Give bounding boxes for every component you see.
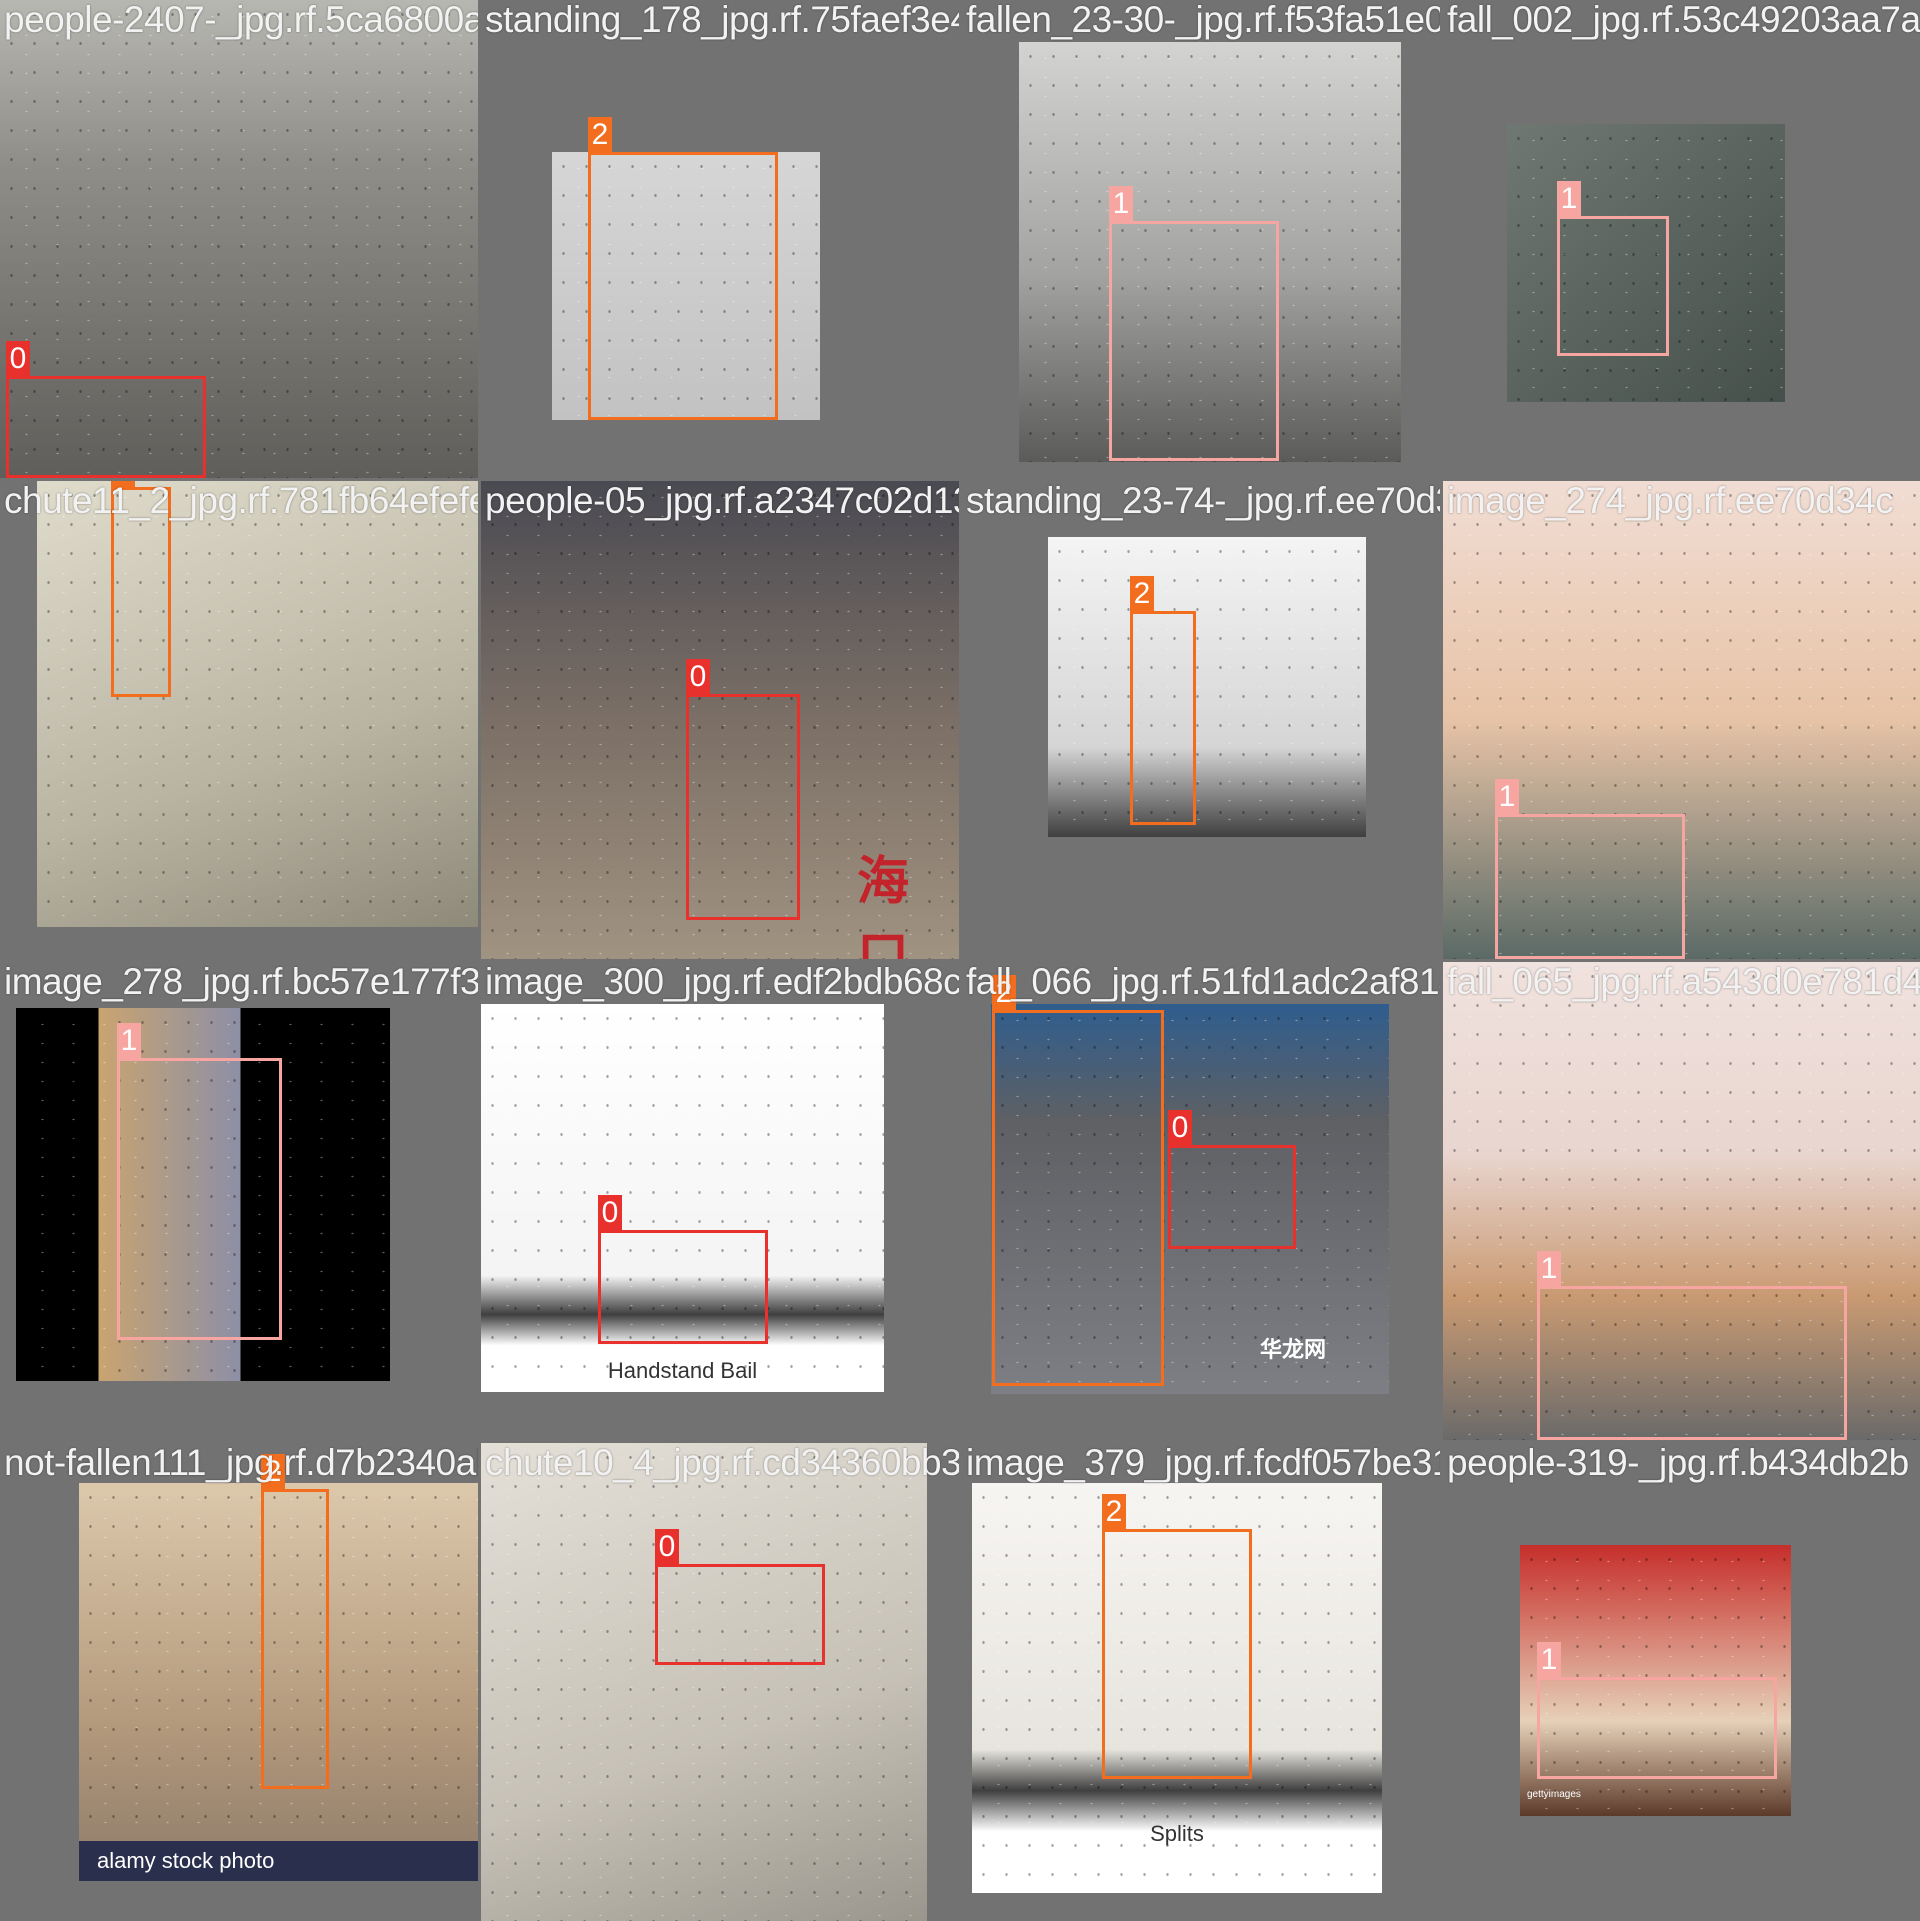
- detection-box: 0: [1168, 1110, 1296, 1249]
- tile-photo: [1048, 537, 1366, 837]
- detection-box: 1: [1495, 779, 1685, 959]
- tile-photo: [1520, 1545, 1791, 1816]
- tile-photo: [1443, 962, 1920, 1440]
- tile-11: 2 0 华龙网 fall_066_jpg.rf.51fd1adc2af81469…: [962, 962, 1440, 1440]
- tile-caption: chute10_4_jpg.rf.cd34360bb379fcdf057be3a: [485, 1443, 959, 1483]
- image-label: Splits: [1150, 1821, 1204, 1846]
- tile-caption: fallen_23-30-_jpg.rf.f53fa51e049207a7a32…: [966, 0, 1440, 40]
- tile-3: 1 fallen_23-30-_jpg.rf.f53fa51e049207a7a…: [962, 0, 1440, 478]
- image-label: Handstand Bail: [607, 1358, 758, 1383]
- tile-13: 2 alamy stock photo not-fallen111_jpg.rf…: [0, 1443, 478, 1921]
- detection-box: 2: [1130, 576, 1196, 825]
- detection-box: 1: [1109, 186, 1279, 461]
- tile-caption: fall_066_jpg.rf.51fd1adc2af81469f550a543…: [966, 962, 1440, 1002]
- stock-photo-bar: alamy stock photo: [79, 1841, 478, 1881]
- tile-4: 1 fall_002_jpg.rf.53c49203aa7ab43c5c68b0…: [1443, 0, 1920, 478]
- class-badge: 2: [1130, 576, 1154, 612]
- tile-photo: [481, 1443, 927, 1921]
- class-badge: 1: [1495, 779, 1519, 815]
- tile-photo: [991, 1004, 1389, 1394]
- detection-box: 1: [117, 1023, 282, 1340]
- detection-box: 0: [6, 341, 206, 478]
- detection-box: 1: [1537, 1251, 1847, 1440]
- tile-photo: [16, 1008, 390, 1381]
- tile-caption: people-2407-_jpg.rf.5ca6800aafa4c6df8f1c…: [4, 0, 478, 40]
- tile-caption: image_379_jpg.rf.fcdf057be319: [966, 1443, 1440, 1483]
- class-badge: 0: [598, 1195, 622, 1231]
- tile-caption: people-319-_jpg.rf.b434db2b: [1447, 1443, 1909, 1483]
- image-label: gettyimages: [1527, 1789, 1581, 1800]
- tile-5: 2 chute11_2_jpg.rf.781fb64efefeeec3ef5ce…: [0, 481, 478, 959]
- tile-14: 0 chute10_4_jpg.rf.cd34360bb379fcdf057be…: [481, 1443, 959, 1921]
- watermark-text: 华龙网: [1260, 1337, 1327, 1363]
- tile-6: 0 海口 people-05_jpg.rf.a2347c02d1336ef3e3…: [481, 481, 959, 959]
- class-badge: 2: [1102, 1494, 1126, 1530]
- class-badge: 1: [1557, 181, 1581, 217]
- detection-box: 0: [598, 1195, 768, 1344]
- class-badge: 0: [686, 659, 710, 695]
- tile-15: 2 Splits image_379_jpg.rf.fcdf057be319: [962, 1443, 1440, 1921]
- tile-10: 0 Handstand Bail image_300_jpg.rf.edf2bd…: [481, 962, 959, 1440]
- class-badge: 0: [655, 1529, 679, 1565]
- watermark-text: 海口: [857, 851, 910, 959]
- detection-box: 2: [1102, 1494, 1252, 1779]
- detection-box: 2: [111, 481, 171, 697]
- class-badge: 1: [1537, 1642, 1561, 1678]
- detection-box: 2: [588, 117, 778, 420]
- tile-photo: [37, 481, 478, 927]
- tile-caption: fall_002_jpg.rf.53c49203aa7ab43c5c68b07e…: [1447, 0, 1920, 40]
- tile-caption: not-fallen111_jpg.rf.d7b2340abde13412eac…: [4, 1443, 478, 1483]
- tile-caption: image_274_jpg.rf.ee70d34c: [1447, 481, 1894, 521]
- tile-12: 1 fall_065_jpg.rf.a543d0e781d4c: [1443, 962, 1920, 1440]
- tile-caption: standing_23-74-_jpg.rf.ee70d34c6a23: [966, 481, 1440, 521]
- tile-caption: fall_065_jpg.rf.a543d0e781d4c: [1447, 962, 1920, 1002]
- class-badge: 2: [111, 481, 135, 488]
- class-badge: 0: [6, 341, 30, 377]
- class-badge: 2: [992, 975, 1016, 1011]
- tile-photo: [481, 481, 959, 959]
- tile-caption: image_278_jpg.rf.bc57e177f3084fb382b68cb…: [4, 962, 478, 1002]
- class-badge: 2: [261, 1454, 285, 1490]
- tile-caption: people-05_jpg.rf.a2347c02d1336ef3e3f33a1…: [485, 481, 959, 521]
- class-badge: 1: [1537, 1251, 1561, 1287]
- detection-box: 0: [686, 659, 800, 920]
- class-badge: 0: [1168, 1110, 1192, 1146]
- tile-2: 2 standing_178_jpg.rf.75faef3e43e25a9e7e…: [481, 0, 959, 478]
- tile-7: 2 standing_23-74-_jpg.rf.ee70d34c6a23: [962, 481, 1440, 959]
- detection-box: 0: [655, 1529, 825, 1665]
- detection-box: 2: [261, 1454, 329, 1789]
- detection-box: 1: [1557, 181, 1669, 356]
- tile-photo: [0, 0, 478, 478]
- class-badge: 1: [117, 1023, 141, 1059]
- tile-1: 0 people-2407-_jpg.rf.5ca6800aafa4c6df8f…: [0, 0, 478, 478]
- tile-8: 1 image_274_jpg.rf.ee70d34c: [1443, 481, 1920, 959]
- tile-9: 1 image_278_jpg.rf.bc57e177f3084fb382b68…: [0, 962, 478, 1440]
- class-badge: 2: [588, 117, 612, 153]
- detection-box: 1: [1537, 1642, 1777, 1779]
- tile-photo: [79, 1483, 478, 1881]
- tile-caption: chute11_2_jpg.rf.781fb64efefeeec3ef5ceee…: [4, 481, 478, 521]
- detection-box: 2: [992, 975, 1164, 1386]
- tile-photo: [481, 1004, 884, 1392]
- class-badge: 1: [1109, 186, 1133, 222]
- tile-16: 1 gettyimages people-319-_jpg.rf.b434db2…: [1443, 1443, 1920, 1921]
- tile-caption: standing_178_jpg.rf.75faef3e43e25a9e7e19…: [485, 0, 959, 40]
- tile-photo: [972, 1483, 1382, 1893]
- tile-photo: [1443, 481, 1920, 959]
- tile-photo: [1019, 42, 1401, 462]
- tile-caption: image_300_jpg.rf.edf2bdb68cb9e7b1f1db5c: [485, 962, 959, 1002]
